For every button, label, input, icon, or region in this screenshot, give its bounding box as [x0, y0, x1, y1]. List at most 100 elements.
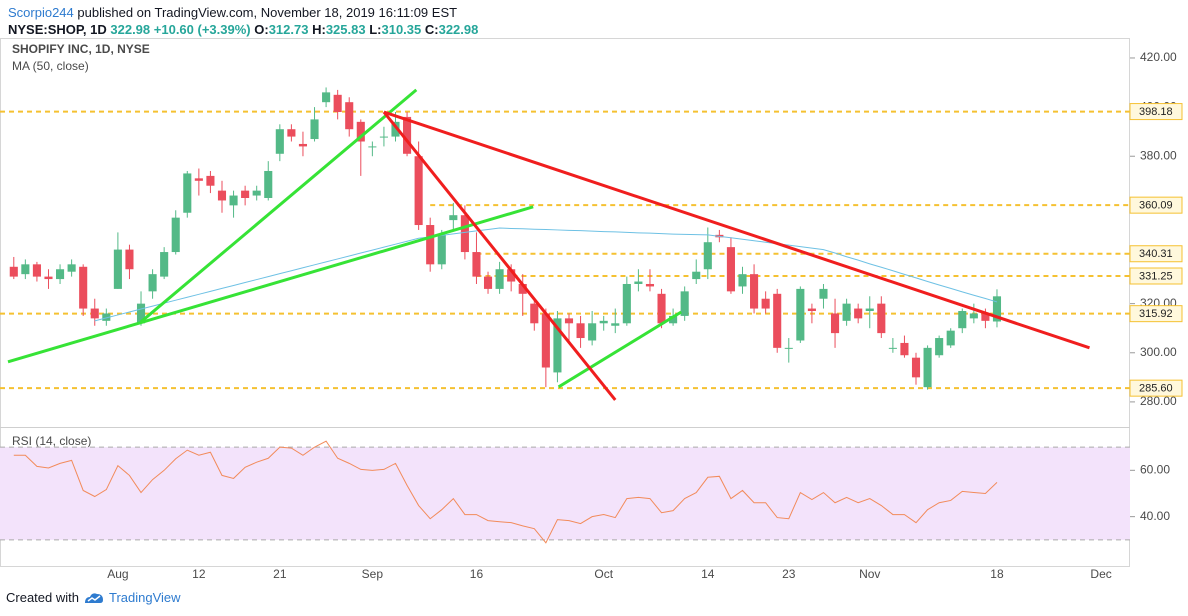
- candle-body: [992, 296, 1002, 322]
- change: +10.60 (+3.39%): [153, 22, 251, 37]
- y-tick-label: 380.00: [1140, 148, 1177, 162]
- candle-body: [79, 266, 88, 309]
- candle-body: [252, 190, 261, 196]
- trend-line: [7, 205, 534, 364]
- h-label: H:: [312, 22, 326, 37]
- candle-body: [830, 313, 840, 334]
- ma-line: [94, 227, 998, 322]
- plot-frame: [0, 38, 1130, 567]
- candle-body: [611, 323, 620, 326]
- candle-body: [9, 266, 18, 277]
- candle-body: [854, 308, 863, 319]
- candle-body: [784, 347, 793, 349]
- level-label-box: [1129, 245, 1183, 263]
- candle-body: [275, 129, 284, 154]
- candle-body: [750, 274, 759, 309]
- rsi-band: [0, 447, 1130, 540]
- l-label: L:: [369, 22, 382, 37]
- trend-line: [382, 111, 617, 401]
- publisher[interactable]: Scorpio244: [8, 5, 74, 20]
- candle-body: [669, 315, 678, 324]
- candle-body: [160, 252, 169, 277]
- x-tick-label: 16: [470, 567, 484, 581]
- candle-body: [125, 249, 134, 270]
- symbol: NYSE:SHOP, 1D: [8, 22, 107, 37]
- candle-body: [206, 175, 215, 186]
- candle-body: [761, 298, 770, 309]
- candle-body: [287, 129, 296, 137]
- header: Scorpio244 published on TradingView.com,…: [8, 4, 478, 38]
- level-label-box: [1129, 379, 1183, 397]
- candle-body: [622, 283, 631, 324]
- x-tick-label: Oct: [594, 567, 613, 581]
- candle-body: [113, 249, 122, 289]
- quote-line: NYSE:SHOP, 1D 322.98 +10.60 (+3.39%) O:3…: [8, 21, 478, 38]
- h: 325.83: [325, 22, 366, 37]
- candle-body: [819, 288, 828, 299]
- ma-legend: MA (50, close): [12, 59, 89, 73]
- y-tick-label: 40.00: [1140, 509, 1170, 523]
- publish-line: Scorpio244 published on TradingView.com,…: [8, 4, 478, 21]
- candle-body: [865, 308, 874, 312]
- o: 312.73: [268, 22, 309, 37]
- candle-body: [888, 347, 897, 349]
- rsi-pane-title: RSI (14, close): [12, 434, 91, 448]
- candle-body: [645, 283, 655, 287]
- c-label: C:: [424, 22, 439, 37]
- x-tick-label: Dec: [1090, 567, 1111, 581]
- trend-line: [383, 110, 1090, 350]
- candle-body: [935, 338, 944, 356]
- x-tick-label: Sep: [362, 567, 384, 581]
- published: published on TradingView.com, November 1…: [77, 5, 458, 20]
- candle-body: [657, 293, 666, 324]
- candle-body: [553, 318, 562, 373]
- created-with: Created with: [6, 590, 79, 605]
- rsi-line: [13, 440, 998, 544]
- candle-body: [391, 121, 400, 137]
- footer: Created with TradingView: [6, 590, 181, 605]
- candle-body: [634, 281, 643, 284]
- candle-body: [171, 217, 180, 253]
- level-label-box: [1129, 103, 1183, 121]
- trend-line: [557, 310, 682, 389]
- brand[interactable]: TradingView: [108, 590, 181, 605]
- candle-body: [911, 357, 921, 378]
- chart: SHOPIFY INC, 1D, NYSE MA (50, close) RSI…: [0, 38, 1183, 581]
- candle-body: [703, 242, 712, 270]
- candle-body: [530, 303, 539, 324]
- candle-body: [136, 303, 146, 324]
- x-tick-label: 21: [273, 567, 287, 581]
- candle-body: [449, 215, 458, 221]
- candle-body: [437, 234, 446, 265]
- y-tick-label: 280.00: [1140, 394, 1177, 408]
- candle-body: [923, 347, 932, 388]
- level-label: 331.25: [1139, 270, 1173, 282]
- level-label: 340.31: [1139, 248, 1173, 260]
- y-tick-label: 300.00: [1140, 345, 1177, 359]
- candle-body: [194, 178, 203, 181]
- candle-body: [483, 276, 493, 289]
- candle-body: [310, 119, 319, 140]
- candle-body: [981, 313, 990, 321]
- candle-body: [44, 276, 53, 280]
- candle-body: [738, 274, 747, 287]
- candle-body: [518, 283, 527, 294]
- candle-body: [900, 342, 909, 356]
- candle-body: [90, 308, 99, 319]
- candle-body: [56, 269, 65, 280]
- candle-body: [692, 271, 701, 280]
- candle-body: [32, 264, 41, 277]
- candle-body: [842, 303, 851, 321]
- trend-line: [140, 88, 418, 323]
- candle-body: [726, 247, 735, 292]
- candle-body: [588, 323, 597, 341]
- x-tick-label: 23: [782, 567, 796, 581]
- candle-body: [322, 92, 331, 103]
- level-label-box: [1129, 305, 1183, 323]
- level-label-box: [1129, 196, 1183, 214]
- candle-body: [345, 102, 354, 130]
- last: 322.98: [110, 22, 151, 37]
- candle-body: [946, 330, 955, 346]
- level-label: 315.92: [1139, 308, 1173, 320]
